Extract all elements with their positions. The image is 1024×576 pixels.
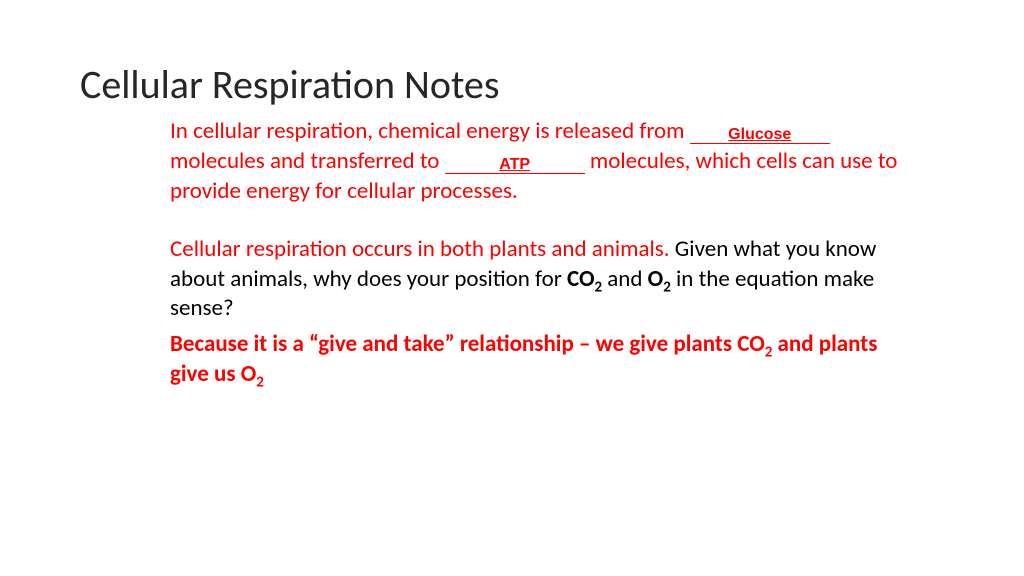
co2-base: CO [567,265,595,293]
o2-base: O [648,265,664,293]
ans-o2-sub: 2 [256,374,264,392]
co2-formula: CO2 [567,265,602,293]
p1-seg2: molecules and transferred to [170,147,445,175]
blank-2-label: ATP [499,156,530,173]
p1-seg1: In cellular respiration, chemical energy… [170,117,690,145]
blank-1-label: Glucose [728,126,791,143]
ans-seg1: Because it is a “give and take” relation… [170,330,765,358]
o2-formula: O2 [648,265,671,293]
p2-red-lead: Cellular respiration occurs in both plan… [170,235,670,263]
body-block: In cellular respiration, chemical energy… [80,117,944,390]
co2-sub: 2 [595,278,603,296]
paragraph-2: Cellular respiration occurs in both plan… [170,235,904,325]
slide-title: Cellular Respiration Notes [80,60,944,109]
paragraph-1: In cellular respiration, chemical energy… [170,117,904,207]
answer-paragraph: Because it is a “give and take” relation… [170,330,904,390]
p2-black-2: and [602,265,648,293]
o2-sub: 2 [663,278,671,296]
blank-2: ATP [445,150,585,174]
slide-content: Cellular Respiration Notes In cellular r… [0,0,1024,430]
blank-1: Glucose [690,120,830,144]
